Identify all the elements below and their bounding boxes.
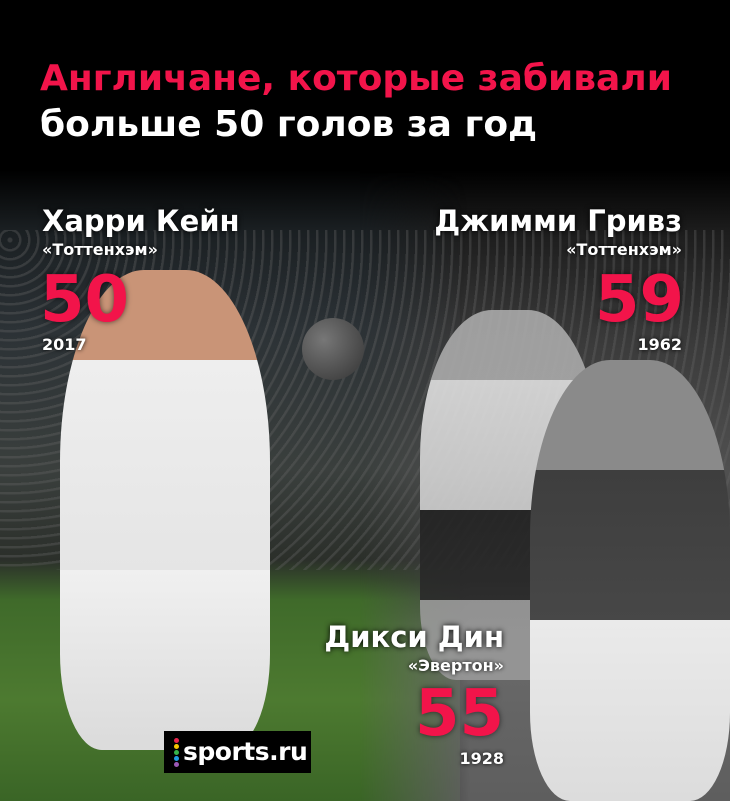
headline: Англичане, которые забивали больше 50 го…	[40, 56, 672, 148]
football-image	[302, 318, 364, 380]
year-greaves: 1962	[637, 335, 682, 354]
logo-text: sports.ru	[183, 737, 308, 766]
player-name-kane: Харри Кейн	[42, 204, 240, 238]
logo-dots-icon	[174, 737, 179, 767]
player-club-kane: «Тоттенхэм»	[42, 240, 158, 259]
headline-line-1: Англичане, которые забивали	[40, 58, 672, 99]
goals-dean: 55	[414, 677, 504, 751]
player-name-dean: Дикси Дин	[324, 620, 504, 654]
kane-photo	[60, 270, 270, 750]
dean-photo	[530, 360, 730, 801]
sports-ru-logo: sports.ru	[164, 731, 311, 773]
goals-greaves: 59	[594, 263, 684, 337]
year-kane: 2017	[42, 335, 87, 354]
player-name-greaves: Джимми Гривз	[434, 204, 682, 238]
year-dean: 1928	[459, 749, 504, 768]
player-club-dean: «Эвертон»	[407, 656, 504, 675]
headline-line-2: больше 50 голов за год	[40, 104, 538, 145]
goals-kane: 50	[40, 263, 130, 337]
player-club-greaves: «Тоттенхэм»	[566, 240, 682, 259]
